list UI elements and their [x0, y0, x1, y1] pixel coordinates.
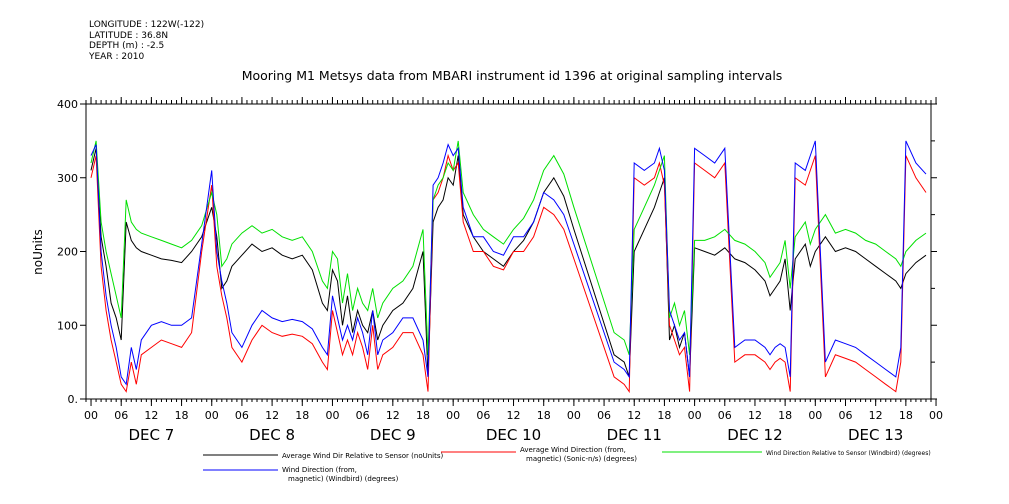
date-label: DEC 12 — [727, 426, 782, 444]
x-tick-label: 18 — [295, 409, 309, 422]
date-label: DEC 13 — [848, 426, 903, 444]
x-tick-label: 06 — [838, 409, 852, 422]
x-tick-label: 12 — [144, 409, 158, 422]
x-tick-label: 00 — [929, 409, 943, 422]
x-tick-label: 06 — [718, 409, 732, 422]
x-tick-label: 12 — [627, 409, 641, 422]
date-label: DEC 7 — [128, 426, 174, 444]
legend-entry-3: Wind Direction Relative to Sensor (Windb… — [766, 450, 931, 457]
depth-text: DEPTH (m) : -2.5 — [89, 41, 165, 51]
plot-frame — [85, 103, 932, 400]
x-tick-label: 12 — [507, 409, 521, 422]
x-tick-label: 18 — [657, 409, 671, 422]
x-tick-label: 12 — [265, 409, 279, 422]
legend-entry-2: Average Wind Direction (from, magnetic) (… — [520, 446, 637, 463]
y-tick-label: 0. — [68, 393, 79, 406]
x-tick-label: 06 — [114, 409, 128, 422]
x-tick-label: 12 — [869, 409, 883, 422]
date-label: DEC 11 — [607, 426, 662, 444]
x-tick-label: 00 — [567, 409, 581, 422]
series-layer — [90, 140, 927, 394]
x-tick-label: 18 — [175, 409, 189, 422]
x-tick-label: 00 — [446, 409, 460, 422]
year-text: YEAR : 2010 — [89, 51, 145, 62]
x-tick-label: 12 — [748, 409, 762, 422]
legend-entry-4: Wind Direction (from, magnetic) (Windbird… — [282, 466, 399, 483]
x-tick-label: 18 — [778, 409, 792, 422]
x-tick-label: 06 — [235, 409, 249, 422]
y-tick-label: 300 — [57, 172, 78, 185]
x-tick-label: 06 — [597, 409, 611, 422]
metadata-block: LONGITUDE : 122W(-122) LATITUDE : 36.8N … — [89, 20, 204, 62]
legend: Average Wind Dir Relative to Sensor (noU… — [203, 446, 931, 483]
chart-title: Mooring M1 Metsys data from MBARI instru… — [242, 68, 783, 83]
y-axis-label: noUnits — [31, 229, 45, 275]
series-line-2 — [90, 153, 927, 394]
y-tick-label: 200 — [57, 246, 78, 259]
x-tick-label: 00 — [688, 409, 702, 422]
axes-layer: 0. 100 200 300 400 00 06 12 18 00 06 12 18 00 06 12 18 00… — [57, 97, 943, 444]
y-tick-label: 400 — [57, 98, 78, 111]
x-tick-label: 00 — [205, 409, 219, 422]
x-tick-label: 18 — [537, 409, 551, 422]
latitude-text: LATITUDE : 36.8N — [89, 30, 169, 41]
x-tick-label: 06 — [476, 409, 490, 422]
series-line-3 — [90, 140, 927, 355]
x-tick-label: 18 — [416, 409, 430, 422]
longitude-text: LONGITUDE : 122W(-122) — [89, 20, 205, 30]
x-tick-label: 12 — [386, 409, 400, 422]
series-line-4 — [90, 140, 927, 386]
y-tick-label: 100 — [57, 319, 78, 332]
date-label: DEC 8 — [249, 426, 295, 444]
date-label: DEC 10 — [486, 426, 541, 444]
x-tick-label: 00 — [84, 409, 98, 422]
legend-entry-1: Average Wind Dir Relative to Sensor (noU… — [282, 452, 443, 460]
x-tick-label: 06 — [356, 409, 370, 422]
x-tick-label: 18 — [899, 409, 913, 422]
x-tick-label: 00 — [325, 409, 339, 422]
x-tick-label: 00 — [808, 409, 822, 422]
date-label: DEC 9 — [370, 426, 416, 444]
